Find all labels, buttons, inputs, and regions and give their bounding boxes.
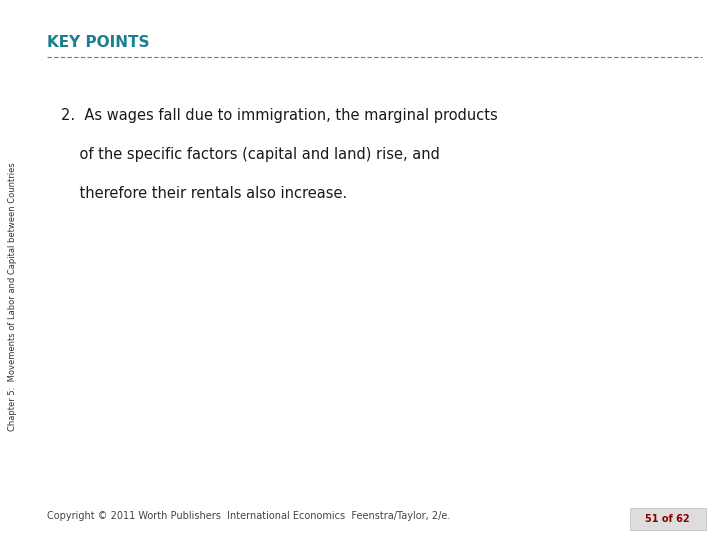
Text: KEY POINTS: KEY POINTS [47, 35, 149, 50]
Text: Chapter 5:  Movements of Labor and Capital between Countries: Chapter 5: Movements of Labor and Capita… [9, 163, 17, 431]
Text: therefore their rentals also increase.: therefore their rentals also increase. [61, 186, 348, 201]
FancyBboxPatch shape [630, 508, 706, 530]
Text: of the specific factors (capital and land) rise, and: of the specific factors (capital and lan… [61, 147, 440, 162]
Text: 2.  As wages fall due to immigration, the marginal products: 2. As wages fall due to immigration, the… [61, 108, 498, 123]
Text: Copyright © 2011 Worth Publishers  International Economics  Feenstra/Taylor, 2/e: Copyright © 2011 Worth Publishers Intern… [47, 511, 450, 521]
Text: 51 of 62: 51 of 62 [646, 514, 690, 524]
